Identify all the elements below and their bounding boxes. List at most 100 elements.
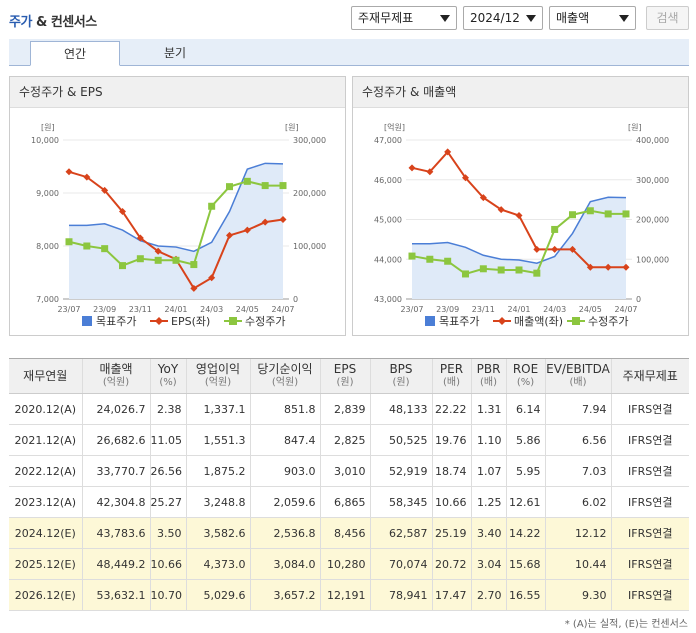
legend-target-label: 목표주가 — [96, 315, 136, 328]
table-cell: 6.56 — [544, 424, 611, 456]
y-tick-left: 9,000 — [36, 189, 59, 198]
column-header-unit: (배) — [569, 377, 587, 388]
table-cell: 2025.12(E) — [9, 548, 82, 580]
price-point — [586, 207, 594, 215]
table-cell: 16.55 — [505, 579, 545, 611]
price-point — [190, 261, 198, 269]
tab-quarterly[interactable]: 분기 — [163, 46, 187, 60]
x-tick: 23/07 — [57, 305, 80, 314]
tab-annual[interactable]: 연간 — [30, 41, 120, 66]
left-series-point — [426, 168, 434, 176]
price-point — [172, 256, 180, 264]
y-tick-right: 200,000 — [293, 189, 326, 198]
column-header: PER (배) — [431, 358, 471, 394]
y-tick-right: 300,000 — [293, 136, 326, 145]
column-header: 재무연월 — [9, 358, 82, 394]
table-cell: 20.72 — [431, 548, 471, 580]
column-header: 영업이익 (억원) — [185, 358, 250, 394]
table-cell: IFRS연결 — [610, 393, 689, 425]
y-tick-right: 100,000 — [293, 242, 326, 251]
table-row: 2021.12(A) 26,682.6 11.05 1,551.3 847.4 2,825… — [9, 424, 689, 456]
table-cell: 3.50 — [149, 517, 186, 549]
column-header-label: ROE — [512, 362, 539, 376]
table-cell: 847.4 — [249, 424, 320, 456]
y-tick-right: 100,000 — [636, 255, 669, 264]
legend-left-label: 매출액(좌) — [514, 315, 563, 328]
table-cell: 2026.12(E) — [9, 579, 82, 611]
table-cell: 3,582.6 — [185, 517, 250, 549]
y-unit-right: [원] — [285, 123, 299, 132]
table-cell: 2,825 — [319, 424, 370, 456]
left-series-point — [190, 284, 198, 292]
table-cell: 52,919 — [369, 455, 432, 487]
price-point — [154, 256, 162, 264]
price-point — [261, 182, 269, 190]
x-tick: 24/03 — [200, 305, 223, 314]
chart-title: 수정주가 & 매출액 — [353, 77, 688, 108]
table-cell: 9.30 — [544, 579, 611, 611]
table-cell: 5,029.6 — [185, 579, 250, 611]
column-header: EV/EBITDA (배) — [544, 358, 611, 394]
table-cell: 48,133 — [369, 393, 432, 425]
table-cell: 7.03 — [544, 455, 611, 487]
table-cell: 26.56 — [149, 455, 186, 487]
report-type-select[interactable]: 주재무제표 — [351, 6, 457, 30]
table-cell: 15.68 — [505, 548, 545, 580]
column-header-unit: (억원) — [271, 377, 299, 388]
left-series-point — [604, 263, 612, 271]
column-header: 주재무제표 — [610, 358, 689, 394]
price-point — [208, 202, 216, 210]
table-row: 2020.12(A) 24,026.7 2.38 1,337.1 851.8 2,839 4… — [9, 393, 689, 425]
chevron-down-icon — [440, 15, 450, 22]
column-header-unit: (%) — [516, 377, 535, 388]
table-cell: 851.8 — [249, 393, 320, 425]
item-select[interactable]: 매출액 — [549, 6, 636, 30]
legend-left-label: EPS(좌) — [171, 315, 210, 328]
table-cell: 19.76 — [431, 424, 471, 456]
table-header: 재무연월 매출액 (억원) YoY (%) 영업이익 (억원) 당기순이익 (억원) EPS (원)… — [9, 358, 689, 394]
item-value: 매출액 — [556, 11, 590, 25]
table-cell: 18.74 — [431, 455, 471, 487]
column-header-label: BPS — [389, 362, 413, 376]
x-tick: 24/07 — [271, 305, 294, 314]
report-type-value: 주재무제표 — [358, 11, 414, 25]
table-cell: 8,456 — [319, 517, 370, 549]
column-header-unit: (억원) — [102, 377, 130, 388]
table-cell: 10.66 — [149, 548, 186, 580]
column-header-label: 당기순이익 — [257, 362, 313, 376]
y-unit-left: [원] — [41, 123, 55, 132]
table-row: 2022.12(A) 33,770.7 26.56 1,875.2 903.0 3,010… — [9, 455, 689, 487]
price-point — [101, 245, 109, 253]
table-cell: IFRS연결 — [610, 486, 689, 518]
period-select[interactable]: 2024/12 — [463, 6, 543, 30]
table-cell: 1,551.3 — [185, 424, 250, 456]
column-header: PBR (배) — [470, 358, 506, 394]
price-point — [279, 182, 287, 190]
x-tick: 24/01 — [164, 305, 187, 314]
y-tick-left: 45,000 — [374, 216, 402, 225]
y-tick-right: 0 — [293, 295, 298, 304]
y-tick-right: 200,000 — [636, 216, 669, 225]
y-tick-left: 44,000 — [374, 255, 402, 264]
table-cell: 1,337.1 — [185, 393, 250, 425]
header-bar: 주가 & 컨센서스 주재무제표 2024/12 매출액 검색 — [0, 0, 696, 36]
price-point — [136, 255, 144, 263]
column-header-unit: (원) — [336, 377, 354, 388]
price-point — [462, 270, 469, 278]
target-price-line — [412, 196, 627, 264]
table-cell: 78,941 — [369, 579, 432, 611]
target-price-line — [69, 162, 284, 253]
search-button[interactable]: 검색 — [646, 6, 689, 30]
chart-legend: 목표주가 EPS(좌) 수정주가 — [82, 315, 285, 328]
table-cell: IFRS연결 — [610, 517, 689, 549]
legend-target-swatch — [82, 316, 92, 326]
y-tick-left: 43,000 — [374, 295, 402, 304]
y-tick-left: 47,000 — [374, 136, 402, 145]
price-point — [243, 177, 251, 185]
chart-eps: 10,000 9,000 8,000 7,000 300,000 200,000 100,0… — [31, 123, 326, 328]
period-tabs: 연간 분기 — [9, 39, 689, 66]
column-header-label: 매출액 — [99, 362, 133, 376]
column-header-label: EPS — [333, 362, 357, 376]
legend-target-swatch — [425, 316, 435, 326]
table-cell: 12,191 — [319, 579, 370, 611]
